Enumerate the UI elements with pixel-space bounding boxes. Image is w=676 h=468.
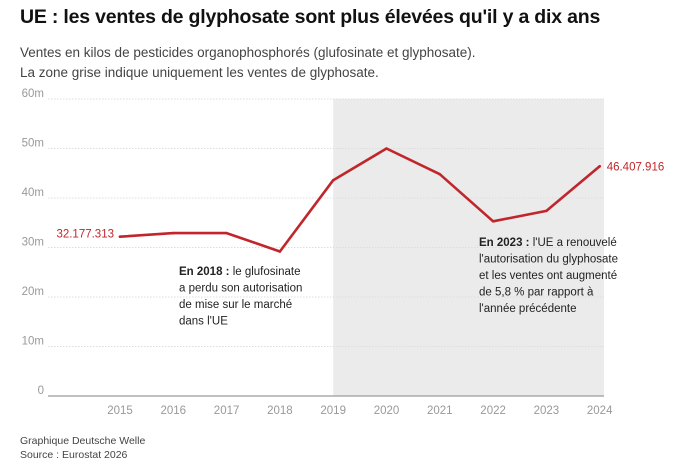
data-point (491, 219, 495, 223)
data-point (545, 209, 548, 213)
series-line (118, 147, 602, 253)
data-point (225, 231, 228, 235)
x-tick-label: 2019 (320, 405, 346, 417)
y-tick-label: 10m (22, 336, 44, 348)
data-point (118, 235, 122, 239)
chart-title: UE : les ventes de glyphosate sont plus … (20, 6, 601, 28)
chart-footer: Graphique Deutsche Welle Source : Eurost… (20, 434, 145, 462)
annotation-2018: En 2018 : le glufosinate a perdu son auto… (179, 266, 302, 328)
subtitle-line-2: La zone grise indique uniquement les ven… (20, 65, 379, 80)
y-tick-label: 60m (22, 88, 44, 100)
x-tick-label: 2022 (480, 405, 506, 417)
data-point (331, 178, 335, 182)
end-value-label: 46.407.916 (607, 161, 665, 173)
x-tick-label: 2023 (534, 405, 560, 417)
data-point (385, 147, 388, 150)
y-tick-label: 20m (22, 286, 44, 298)
y-tick-label: 0 (38, 385, 44, 397)
y-tick-label: 30m (22, 237, 44, 249)
x-tick-label: 2017 (214, 405, 240, 417)
start-value-label: 32.177.313 (56, 229, 114, 241)
x-tick-label: 2015 (107, 405, 133, 417)
x-tick-label: 2018 (267, 405, 293, 417)
data-point (172, 231, 175, 235)
data-point (598, 164, 601, 168)
x-tick-label: 2016 (161, 405, 187, 417)
x-tick-label: 2024 (587, 405, 613, 417)
y-tick-label: 50m (22, 138, 44, 150)
data-point (278, 250, 282, 253)
credit-text: Graphique Deutsche Welle (20, 435, 146, 447)
y-tick-label: 40m (22, 187, 44, 199)
data-point (438, 172, 442, 176)
annotation-2023: En 2023 : l'UE a renouvelé l'autorisation… (479, 237, 618, 315)
chart-subtitle: Ventes en kilos de pesticides organophos… (20, 43, 476, 83)
subtitle-line-1: Ventes en kilos de pesticides organophos… (20, 45, 476, 60)
x-tick-label: 2021 (427, 405, 453, 417)
source-text: Source : Eurostat 2026 (20, 449, 128, 461)
x-tick-label: 2020 (374, 405, 400, 417)
